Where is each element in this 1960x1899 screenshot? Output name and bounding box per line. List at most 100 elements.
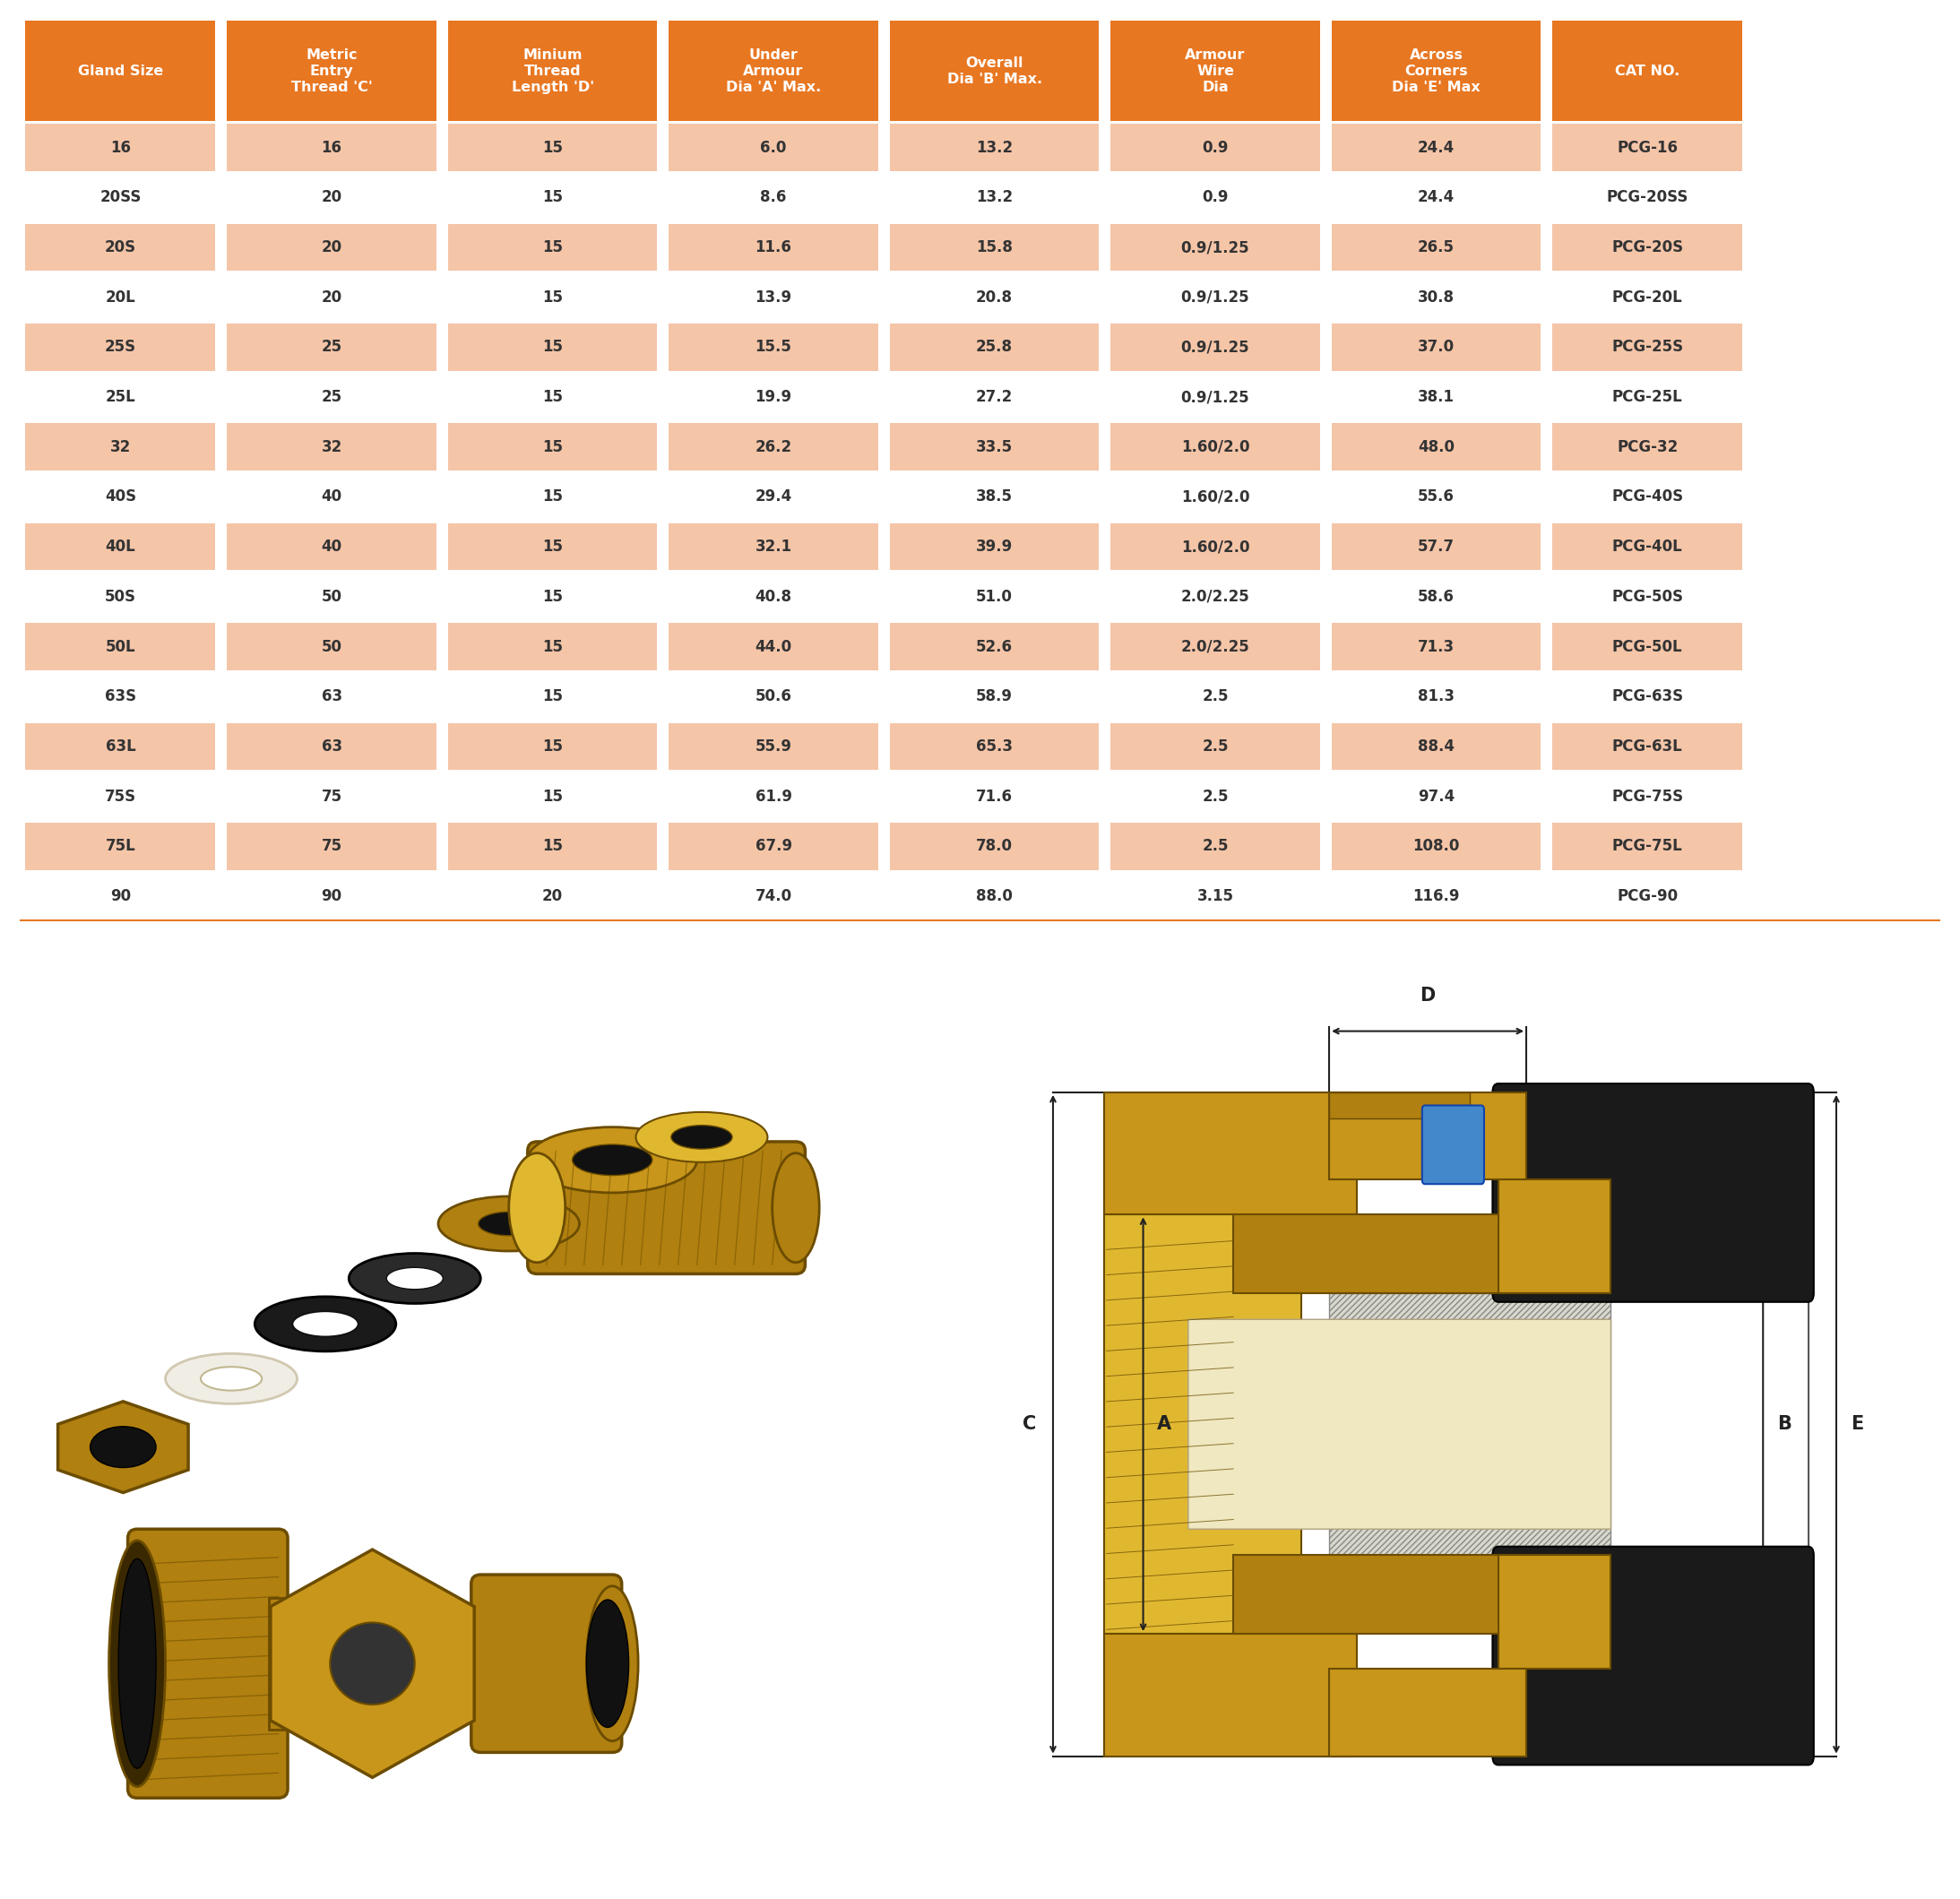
FancyBboxPatch shape xyxy=(890,623,1100,670)
FancyBboxPatch shape xyxy=(668,773,878,820)
Text: 71.6: 71.6 xyxy=(976,788,1013,805)
Text: 88.0: 88.0 xyxy=(976,889,1013,904)
Ellipse shape xyxy=(118,1559,157,1768)
Bar xyxy=(1329,1092,1527,1179)
Text: 40S: 40S xyxy=(104,488,135,505)
FancyBboxPatch shape xyxy=(1111,175,1319,220)
FancyBboxPatch shape xyxy=(1331,524,1541,570)
FancyBboxPatch shape xyxy=(1331,323,1541,370)
FancyBboxPatch shape xyxy=(668,224,878,272)
FancyBboxPatch shape xyxy=(470,1574,621,1753)
FancyBboxPatch shape xyxy=(449,123,657,171)
FancyBboxPatch shape xyxy=(25,724,216,769)
Text: PCG-40S: PCG-40S xyxy=(1611,488,1684,505)
Text: 15: 15 xyxy=(543,389,563,404)
FancyBboxPatch shape xyxy=(1331,423,1541,471)
Text: 44.0: 44.0 xyxy=(755,638,792,655)
FancyBboxPatch shape xyxy=(668,21,878,122)
FancyBboxPatch shape xyxy=(1552,822,1742,870)
FancyBboxPatch shape xyxy=(449,323,657,370)
FancyBboxPatch shape xyxy=(1552,623,1742,670)
FancyBboxPatch shape xyxy=(1331,672,1541,720)
Text: 58.9: 58.9 xyxy=(976,689,1013,705)
FancyBboxPatch shape xyxy=(25,773,216,820)
FancyBboxPatch shape xyxy=(227,175,437,220)
Text: 50.6: 50.6 xyxy=(755,689,792,705)
FancyBboxPatch shape xyxy=(1492,1546,1813,1764)
FancyBboxPatch shape xyxy=(1111,423,1319,471)
FancyBboxPatch shape xyxy=(1111,374,1319,422)
Text: 63: 63 xyxy=(321,689,343,705)
FancyBboxPatch shape xyxy=(890,423,1100,471)
Text: 25.8: 25.8 xyxy=(976,340,1013,355)
Text: 25L: 25L xyxy=(106,389,135,404)
FancyBboxPatch shape xyxy=(890,374,1100,422)
Text: 0.9/1.25: 0.9/1.25 xyxy=(1182,239,1250,256)
FancyBboxPatch shape xyxy=(227,224,437,272)
Text: Armour
Wire
Dia: Armour Wire Dia xyxy=(1186,47,1245,93)
Text: 15: 15 xyxy=(543,190,563,205)
FancyBboxPatch shape xyxy=(127,1529,288,1798)
FancyBboxPatch shape xyxy=(668,323,878,370)
FancyBboxPatch shape xyxy=(890,672,1100,720)
Text: 0.9/1.25: 0.9/1.25 xyxy=(1182,389,1250,404)
FancyBboxPatch shape xyxy=(25,374,216,422)
Bar xyxy=(1103,1092,1807,1757)
FancyBboxPatch shape xyxy=(449,524,657,570)
Text: C: C xyxy=(1023,1415,1037,1434)
FancyBboxPatch shape xyxy=(227,123,437,171)
Text: 15: 15 xyxy=(543,488,563,505)
FancyBboxPatch shape xyxy=(1111,473,1319,520)
FancyBboxPatch shape xyxy=(25,273,216,321)
FancyBboxPatch shape xyxy=(449,773,657,820)
FancyBboxPatch shape xyxy=(1111,21,1319,122)
FancyBboxPatch shape xyxy=(668,423,878,471)
Ellipse shape xyxy=(329,1622,416,1705)
Text: 20L: 20L xyxy=(106,289,135,306)
FancyBboxPatch shape xyxy=(1552,374,1742,422)
Text: 97.4: 97.4 xyxy=(1417,788,1454,805)
Text: 1.60/2.0: 1.60/2.0 xyxy=(1182,439,1250,456)
FancyBboxPatch shape xyxy=(668,724,878,769)
Text: 20SS: 20SS xyxy=(100,190,141,205)
Text: 63: 63 xyxy=(321,739,343,754)
FancyBboxPatch shape xyxy=(1331,773,1541,820)
Text: 20.8: 20.8 xyxy=(976,289,1013,306)
Text: CAT NO.: CAT NO. xyxy=(1615,65,1680,78)
Polygon shape xyxy=(270,1550,474,1777)
Text: 90: 90 xyxy=(110,889,131,904)
Ellipse shape xyxy=(527,1128,698,1193)
Text: 25: 25 xyxy=(321,340,343,355)
FancyBboxPatch shape xyxy=(227,822,437,870)
FancyBboxPatch shape xyxy=(25,21,216,122)
Text: 20: 20 xyxy=(543,889,563,904)
Text: 15: 15 xyxy=(543,439,563,456)
Text: PCG-32: PCG-32 xyxy=(1617,439,1678,456)
Ellipse shape xyxy=(90,1426,157,1468)
Ellipse shape xyxy=(386,1267,443,1289)
Ellipse shape xyxy=(110,1540,165,1787)
FancyBboxPatch shape xyxy=(449,21,657,122)
Text: 20S: 20S xyxy=(104,239,135,256)
FancyBboxPatch shape xyxy=(890,573,1100,621)
FancyBboxPatch shape xyxy=(227,573,437,621)
Text: 15: 15 xyxy=(543,239,563,256)
FancyBboxPatch shape xyxy=(1331,872,1541,919)
FancyBboxPatch shape xyxy=(668,524,878,570)
Ellipse shape xyxy=(772,1153,819,1263)
Text: 24.4: 24.4 xyxy=(1417,190,1454,205)
Text: 15: 15 xyxy=(543,289,563,306)
Text: 48.0: 48.0 xyxy=(1417,439,1454,456)
Text: 13.9: 13.9 xyxy=(755,289,792,306)
FancyBboxPatch shape xyxy=(449,374,657,422)
FancyBboxPatch shape xyxy=(25,423,216,471)
Text: 15: 15 xyxy=(543,589,563,604)
FancyBboxPatch shape xyxy=(449,724,657,769)
FancyBboxPatch shape xyxy=(1331,21,1541,122)
Ellipse shape xyxy=(165,1354,298,1403)
Text: 16: 16 xyxy=(321,141,343,156)
Ellipse shape xyxy=(255,1297,396,1352)
Text: 15: 15 xyxy=(543,788,563,805)
Text: 74.0: 74.0 xyxy=(755,889,792,904)
Text: 15.5: 15.5 xyxy=(755,340,792,355)
